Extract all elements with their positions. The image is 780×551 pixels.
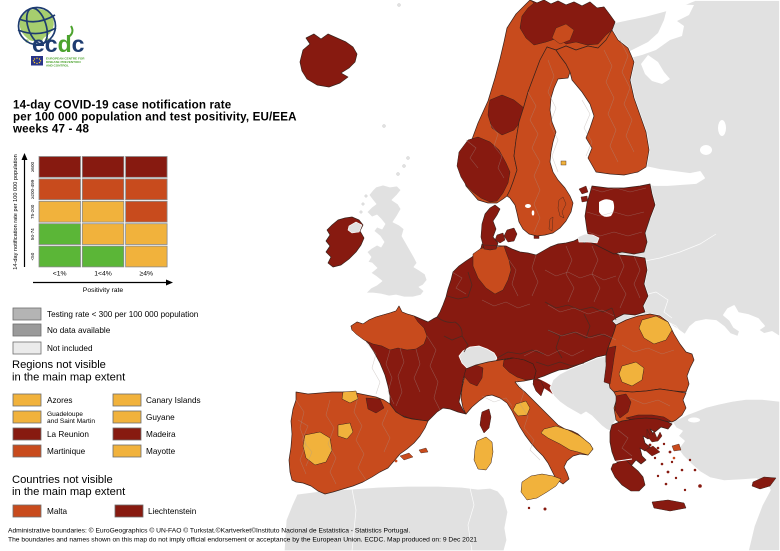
svg-text:75-200: 75-200 bbox=[30, 204, 35, 219]
svg-text:Guyane: Guyane bbox=[146, 413, 175, 422]
svg-text:in the main map extent: in the main map extent bbox=[12, 372, 126, 384]
svg-text:Testing rate < 300 per 100 000: Testing rate < 300 per 100 000 populatio… bbox=[47, 310, 199, 319]
svg-text:Regions not visible: Regions not visible bbox=[12, 359, 106, 371]
svg-text:≥4%: ≥4% bbox=[140, 271, 154, 278]
svg-text:Administrative boundaries: © E: Administrative boundaries: © EuroGeograp… bbox=[8, 527, 410, 535]
svg-text:La Reunion: La Reunion bbox=[47, 430, 89, 439]
svg-text:Malta: Malta bbox=[47, 507, 67, 516]
svg-text:Mayotte: Mayotte bbox=[146, 447, 176, 456]
svg-text:AND CONTROL: AND CONTROL bbox=[46, 64, 69, 68]
svg-text:Azores: Azores bbox=[47, 396, 72, 405]
svg-text:Canary Islands: Canary Islands bbox=[146, 396, 201, 405]
svg-text:Positivity rate: Positivity rate bbox=[83, 287, 124, 294]
svg-text:≥500: ≥500 bbox=[30, 161, 35, 172]
svg-text:Liechtenstein: Liechtenstein bbox=[148, 507, 197, 516]
svg-text:ecdc: ecdc bbox=[32, 31, 85, 57]
svg-text:The boundaries and names shown: The boundaries and names shown on this m… bbox=[8, 537, 477, 544]
svg-text:EUROPEAN CENTRE FOR: EUROPEAN CENTRE FOR bbox=[46, 57, 85, 61]
svg-text:Guadeloupe: Guadeloupe bbox=[47, 411, 83, 418]
svg-text:Madeira: Madeira bbox=[146, 430, 176, 439]
svg-text:<1%: <1% bbox=[53, 271, 67, 278]
svg-text:14-day COVID-19 case notificat: 14-day COVID-19 case notification rate bbox=[13, 99, 232, 112]
svg-text:Countries not visible: Countries not visible bbox=[12, 474, 113, 486]
svg-text:Not included: Not included bbox=[47, 344, 93, 353]
svg-text:weeks 47 - 48: weeks 47 - 48 bbox=[12, 123, 89, 136]
svg-text:per 100 000 population and tes: per 100 000 population and test positivi… bbox=[13, 111, 297, 124]
svg-text:≥200-499: ≥200-499 bbox=[30, 179, 35, 199]
svg-text:50-74: 50-74 bbox=[30, 228, 35, 240]
svg-text:Martinique: Martinique bbox=[47, 447, 86, 456]
svg-text:No data available: No data available bbox=[47, 326, 111, 335]
svg-text:in the main map extent: in the main map extent bbox=[12, 486, 126, 498]
svg-text:and Saint Martin: and Saint Martin bbox=[47, 418, 95, 425]
svg-text:14-day notification rate per 1: 14-day notification rate per 100 000 pop… bbox=[13, 154, 19, 269]
svg-text:1<4%: 1<4% bbox=[94, 271, 112, 278]
svg-text:DISEASE PREVENTION: DISEASE PREVENTION bbox=[46, 60, 81, 64]
svg-text:<50: <50 bbox=[30, 252, 35, 260]
